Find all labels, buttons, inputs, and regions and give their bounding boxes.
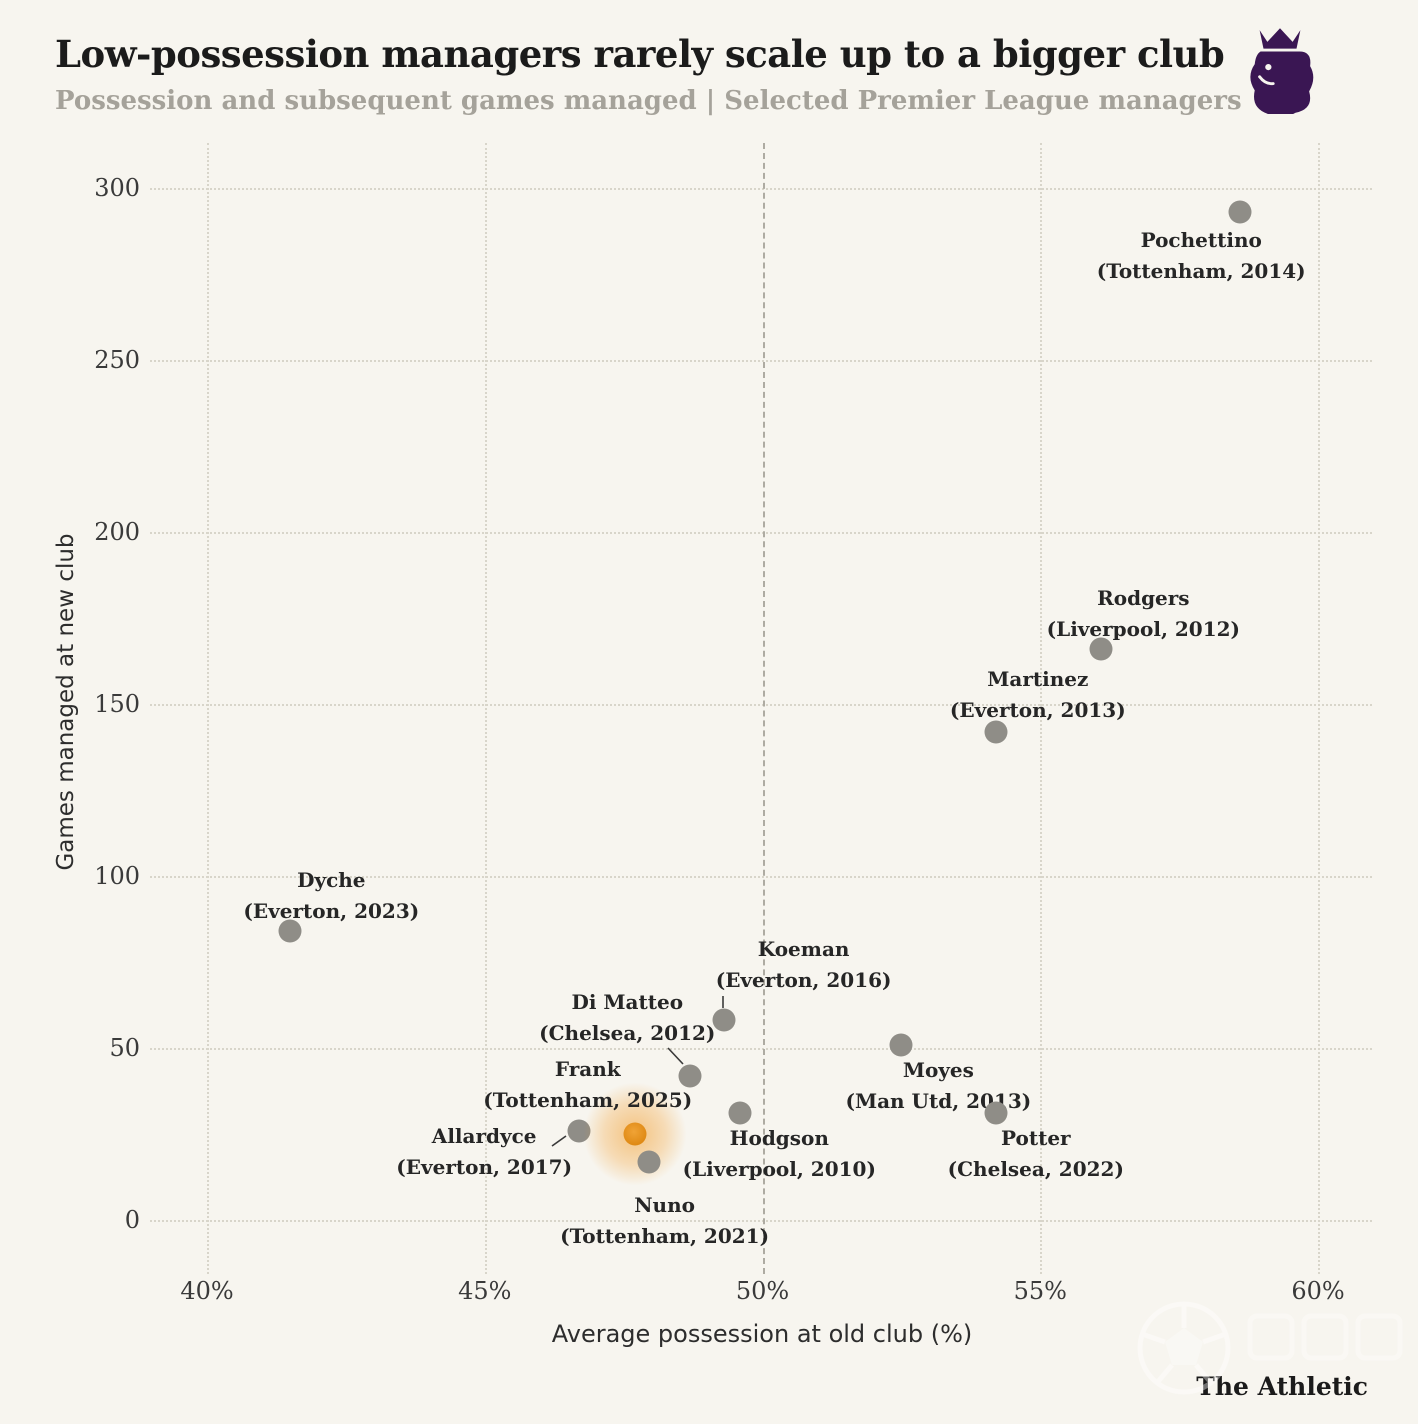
data-point-rodgers [1089,637,1113,661]
y-tick-label-150: 150 [94,690,140,718]
club-year: (Everton, 2016) [715,968,892,993]
club-year: (Everton, 2023) [243,899,420,924]
source-credit: The Athletic [1196,1372,1368,1401]
y-gridline-200 [150,532,1372,534]
y-tick-label-100: 100 [94,862,140,890]
data-point-di-matteo [678,1064,702,1088]
manager-name: Frank [554,1057,621,1081]
chart-subtitle: Possession and subsequent games managed … [55,86,1242,116]
point-label-frank: Frank (Tottenham, 2025) [483,1054,692,1116]
y-tick-label-50: 50 [109,1034,140,1062]
x-tick-label-55: 55% [1013,1277,1067,1305]
manager-name: Pochettino [1140,228,1262,253]
point-label-allardyce: Allardyce (Everton, 2017) [396,1121,572,1183]
y-gridline-250 [150,360,1372,362]
club-year: (Liverpool, 2010) [682,1157,876,1182]
point-label-dyche: Dyche (Everton, 2023) [243,865,419,927]
x-gridline-45 [484,143,487,1274]
club-year: (Tottenham, 2021) [560,1223,770,1248]
point-label-nuno: Nuno (Tottenham, 2021) [560,1190,769,1252]
x-gridline-60 [1318,143,1320,1274]
club-year: (Everton, 2017) [396,1154,573,1179]
data-point-potter [984,1101,1008,1125]
x-gridline-40 [207,143,209,1274]
manager-name: Moyes [902,1057,974,1082]
x-gridline-55 [1040,143,1043,1274]
club-year: (Everton, 2013) [949,697,1126,722]
point-label-potter: Potter (Chelsea, 2022) [948,1123,1124,1185]
y-gridline-50 [150,1048,1372,1050]
manager-name: Dyche [297,868,366,893]
x-tick-label-60: 60% [1291,1277,1345,1305]
point-label-pochettino: Pochettino (Tottenham, 2014) [1097,225,1306,287]
club-year: (Chelsea, 2012) [539,1020,716,1045]
point-label-di-matteo: Di Matteo (Chelsea, 2012) [539,987,715,1049]
manager-name: Di Matteo [571,989,684,1014]
reference-line-50pct [762,143,765,1274]
x-axis-title: Average possession at old club (%) [551,1320,973,1348]
club-year: (Tottenham, 2014) [1096,259,1306,284]
manager-name: Koeman [757,937,850,962]
data-point-martinez [984,720,1008,744]
premier-league-lion-icon [1246,26,1314,118]
y-tick-label-0: 0 [124,1206,140,1234]
y-gridline-300 [150,188,1372,190]
manager-name: Allardyce [431,1123,537,1148]
x-tick-label-50: 50% [735,1277,790,1305]
data-point-hodgson [728,1101,752,1125]
page-title: Low-possession managers rarely scale up … [55,32,1225,76]
manager-name: Martinez [987,666,1089,691]
data-point-koeman [712,1008,736,1032]
x-tick-label-45: 45% [458,1277,512,1305]
y-gridline-150 [150,704,1372,706]
data-point-moyes [889,1033,913,1057]
data-point-pochettino [1228,200,1252,224]
data-point-frank [623,1122,647,1146]
manager-name: Rodgers [1097,585,1190,610]
club-year: (Tottenham, 2025) [483,1088,693,1112]
manager-name: Potter [1001,1126,1071,1151]
manager-name: Nuno [634,1192,695,1217]
data-point-dyche [278,919,302,943]
club-year: (Chelsea, 2022) [947,1157,1124,1182]
y-tick-label-300: 300 [94,174,140,202]
y-tick-label-200: 200 [94,518,140,546]
y-gridline-0 [150,1220,1372,1222]
point-label-koeman: Koeman (Everton, 2016) [716,934,892,996]
y-tick-label-250: 250 [94,346,140,374]
x-tick-label-40: 40% [180,1277,234,1305]
manager-name: Hodgson [729,1126,829,1151]
point-label-martinez: Martinez (Everton, 2013) [950,664,1126,726]
data-point-nuno [637,1150,661,1174]
point-label-rodgers: Rodgers (Liverpool, 2012) [1047,583,1240,645]
club-year: (Liverpool, 2012) [1046,616,1241,641]
point-label-hodgson: Hodgson (Liverpool, 2010) [683,1123,876,1185]
y-gridline-100 [150,876,1372,878]
